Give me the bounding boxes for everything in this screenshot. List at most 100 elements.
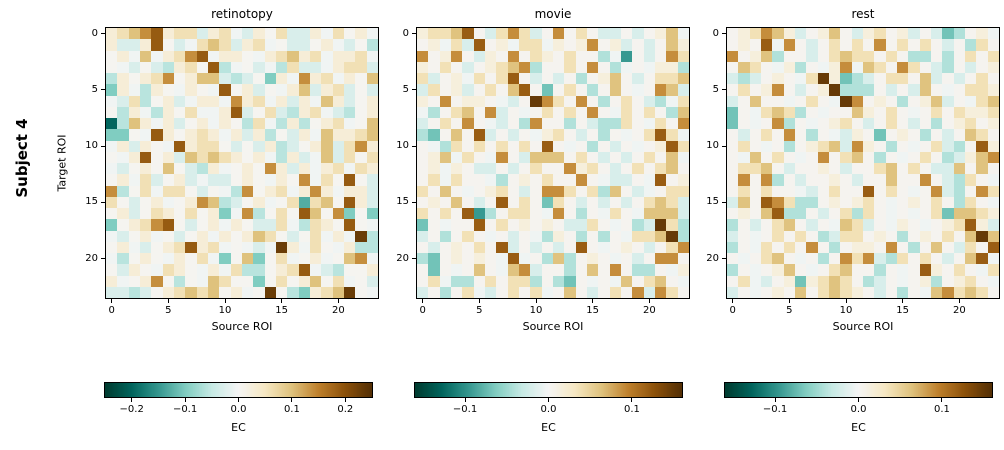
y-tick-label: 10	[706, 140, 719, 152]
x-tick-mark	[478, 299, 480, 303]
colorbar-tick-label: 0.0	[230, 404, 247, 415]
y-tick-mark	[101, 145, 105, 147]
y-tick-mark	[722, 33, 726, 35]
colorbar-tick-mark	[774, 398, 776, 402]
x-tick-label: 0	[419, 305, 426, 316]
y-tick-mark	[412, 145, 416, 147]
colorbar-tick-label: 0.0	[540, 404, 557, 415]
panel-title: retinotopy	[211, 7, 273, 21]
colorbar-tick-label: 0.0	[850, 404, 867, 415]
x-tick-mark	[845, 299, 847, 303]
colorbar-tick-mark	[858, 398, 859, 402]
colorbar-label: EC	[851, 421, 866, 434]
x-tick-mark	[648, 299, 650, 303]
x-tick-mark	[111, 299, 113, 303]
x-tick-label: 20	[331, 305, 345, 316]
colorbar-tick-mark	[631, 398, 633, 402]
y-axis-label: Target ROI	[55, 134, 69, 192]
colorbar-tick-mark	[464, 398, 466, 402]
y-tick-mark	[101, 258, 105, 260]
x-tick-label: 10	[218, 305, 232, 316]
colorbar-tick-label: 0.1	[933, 404, 950, 415]
x-tick-label: 15	[586, 305, 600, 316]
colorbar-tick-label: −0.2	[119, 404, 144, 415]
panel-title: rest	[851, 7, 875, 21]
colorbar-label: EC	[541, 421, 556, 434]
colorbar-tick-label: −0.1	[172, 404, 198, 415]
x-tick-label: 20	[952, 305, 966, 316]
colorbar-canvas-rest	[724, 382, 993, 398]
x-tick-label: 5	[165, 305, 172, 316]
y-tick-label: 10	[85, 140, 98, 152]
colorbar-tick-label: 0.1	[283, 404, 300, 415]
x-tick-mark	[788, 299, 790, 303]
y-tick-label: 5	[402, 83, 409, 95]
x-axis-label: Source ROI	[522, 320, 584, 333]
y-tick-label: 15	[85, 196, 98, 208]
y-tick-mark	[101, 89, 105, 91]
x-tick-label: 0	[729, 305, 736, 316]
figure-row-label: Subject 4	[13, 118, 31, 198]
colorbar-tick-mark	[344, 398, 346, 402]
colorbar-tick-label: −0.1	[762, 404, 788, 415]
colorbar-label: EC	[231, 421, 246, 434]
x-tick-mark	[167, 299, 169, 303]
colorbar-canvas-retinotopy	[104, 382, 373, 398]
x-axis-label: Source ROI	[832, 320, 894, 333]
y-tick-label: 5	[91, 83, 98, 95]
heatmap-canvas-retinotopy	[105, 27, 379, 299]
y-tick-mark	[412, 33, 416, 35]
y-tick-label: 0	[402, 27, 409, 39]
y-tick-mark	[412, 201, 416, 203]
y-tick-label: 5	[712, 83, 719, 95]
panel-title: movie	[534, 7, 572, 21]
y-tick-label: 0	[712, 27, 719, 39]
x-axis-label: Source ROI	[211, 320, 273, 333]
y-tick-label: 20	[396, 252, 409, 264]
y-tick-mark	[412, 89, 416, 91]
x-tick-label: 15	[896, 305, 910, 316]
colorbar-tick-mark	[291, 398, 293, 402]
x-tick-mark	[281, 299, 283, 303]
y-tick-label: 20	[706, 252, 719, 264]
colorbar-tick-label: 0.2	[337, 404, 354, 415]
y-tick-mark	[722, 89, 726, 91]
colorbar-tick-mark	[184, 398, 186, 402]
colorbar-tick-mark	[238, 398, 239, 402]
y-tick-label: 20	[85, 252, 98, 264]
y-tick-mark	[722, 201, 726, 203]
x-tick-label: 0	[108, 305, 115, 316]
y-tick-label: 15	[396, 196, 409, 208]
x-tick-mark	[732, 299, 734, 303]
x-tick-mark	[337, 299, 339, 303]
x-tick-label: 5	[786, 305, 793, 316]
heatmap-canvas-rest	[726, 27, 1000, 299]
y-tick-mark	[722, 258, 726, 260]
y-tick-label: 0	[91, 27, 98, 39]
x-tick-mark	[958, 299, 960, 303]
colorbar-tick-mark	[131, 398, 133, 402]
x-tick-mark	[902, 299, 904, 303]
colorbar-tick-mark	[941, 398, 943, 402]
x-tick-mark	[535, 299, 537, 303]
y-tick-mark	[101, 201, 105, 203]
x-tick-mark	[422, 299, 424, 303]
x-tick-label: 10	[839, 305, 853, 316]
colorbar-tick-label: 0.1	[623, 404, 640, 415]
x-tick-label: 5	[476, 305, 483, 316]
x-tick-label: 20	[642, 305, 656, 316]
x-tick-mark	[224, 299, 226, 303]
y-tick-label: 15	[706, 196, 719, 208]
colorbar-tick-mark	[548, 398, 549, 402]
x-tick-label: 15	[275, 305, 289, 316]
x-tick-mark	[592, 299, 594, 303]
x-tick-label: 10	[529, 305, 543, 316]
colorbar-tick-label: −0.1	[452, 404, 478, 415]
y-tick-label: 10	[396, 140, 409, 152]
heatmap-canvas-movie	[416, 27, 690, 299]
y-tick-mark	[412, 258, 416, 260]
y-tick-mark	[722, 145, 726, 147]
y-tick-mark	[101, 33, 105, 35]
colorbar-canvas-movie	[414, 382, 683, 398]
